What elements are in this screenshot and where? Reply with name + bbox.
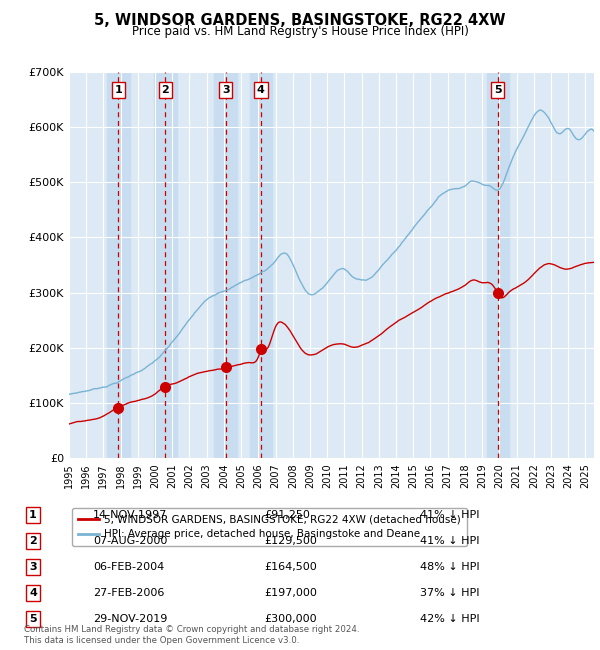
- Text: 1: 1: [115, 85, 122, 95]
- Bar: [487, 72, 509, 458]
- Text: 37% ↓ HPI: 37% ↓ HPI: [420, 588, 479, 598]
- Text: 48% ↓ HPI: 48% ↓ HPI: [420, 562, 479, 572]
- Text: 06-FEB-2004: 06-FEB-2004: [93, 562, 164, 572]
- Legend: 5, WINDSOR GARDENS, BASINGSTOKE, RG22 4XW (detached house), HPI: Average price, : 5, WINDSOR GARDENS, BASINGSTOKE, RG22 4X…: [71, 508, 467, 545]
- Text: Price paid vs. HM Land Registry's House Price Index (HPI): Price paid vs. HM Land Registry's House …: [131, 25, 469, 38]
- Text: 2: 2: [161, 85, 169, 95]
- Text: £91,250: £91,250: [264, 510, 310, 520]
- Text: 41% ↓ HPI: 41% ↓ HPI: [420, 536, 479, 546]
- Text: £197,000: £197,000: [264, 588, 317, 598]
- Text: 29-NOV-2019: 29-NOV-2019: [93, 614, 167, 624]
- Text: 4: 4: [29, 588, 37, 598]
- Bar: [107, 72, 130, 458]
- Text: 5: 5: [494, 85, 502, 95]
- Text: 3: 3: [222, 85, 229, 95]
- Text: Contains HM Land Registry data © Crown copyright and database right 2024.
This d: Contains HM Land Registry data © Crown c…: [24, 625, 359, 645]
- Text: 27-FEB-2006: 27-FEB-2006: [93, 588, 164, 598]
- Text: 14-NOV-1997: 14-NOV-1997: [93, 510, 167, 520]
- Bar: [214, 72, 237, 458]
- Text: £300,000: £300,000: [264, 614, 317, 624]
- Text: 07-AUG-2000: 07-AUG-2000: [93, 536, 167, 546]
- Text: 5: 5: [29, 614, 37, 624]
- Text: 41% ↓ HPI: 41% ↓ HPI: [420, 510, 479, 520]
- Bar: [250, 72, 272, 458]
- Bar: [154, 72, 176, 458]
- Text: 4: 4: [257, 85, 265, 95]
- Text: 42% ↓ HPI: 42% ↓ HPI: [420, 614, 479, 624]
- Text: 1: 1: [29, 510, 37, 520]
- Text: 3: 3: [29, 562, 37, 572]
- Text: 5, WINDSOR GARDENS, BASINGSTOKE, RG22 4XW: 5, WINDSOR GARDENS, BASINGSTOKE, RG22 4X…: [94, 13, 506, 28]
- Text: £164,500: £164,500: [264, 562, 317, 572]
- Text: £129,500: £129,500: [264, 536, 317, 546]
- Text: 2: 2: [29, 536, 37, 546]
